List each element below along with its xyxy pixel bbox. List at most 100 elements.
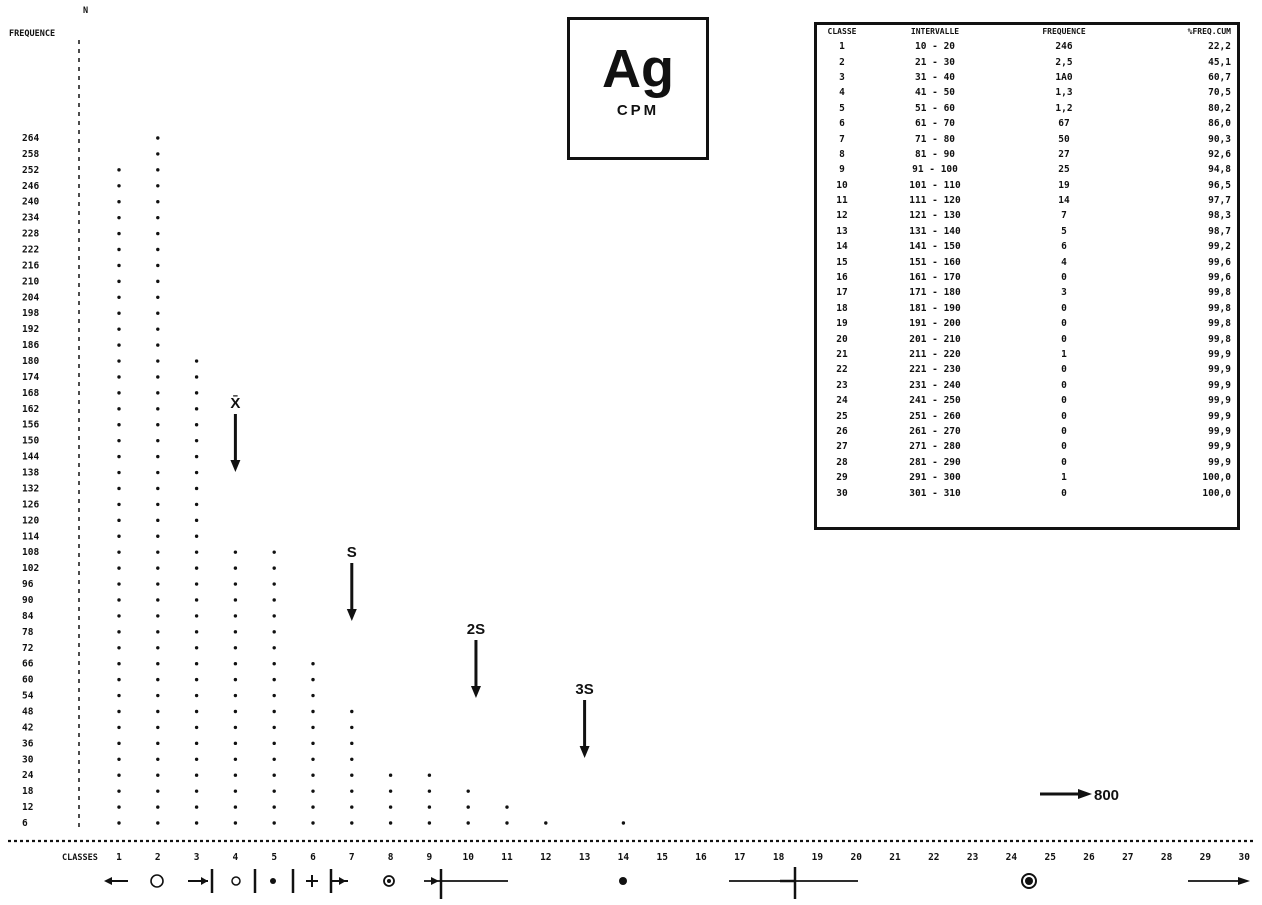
data-dot bbox=[156, 805, 160, 809]
dot-column bbox=[117, 168, 121, 825]
table-row: 12 121 - 130 7 98,3 bbox=[819, 208, 1233, 223]
x-tick-label: 4 bbox=[233, 852, 239, 863]
x-tick-label: 2 bbox=[155, 852, 161, 863]
cell-classe: 20 bbox=[836, 333, 848, 345]
y-tick-label: 24 bbox=[22, 770, 34, 781]
y-tick-label: 132 bbox=[22, 483, 39, 494]
data-dot bbox=[311, 725, 315, 730]
cell-freq-cum: 80,2 bbox=[1208, 102, 1231, 114]
data-dot bbox=[194, 454, 199, 459]
data-dot bbox=[272, 582, 276, 586]
data-dot bbox=[194, 598, 199, 602]
y-tick-label: 240 bbox=[22, 197, 39, 208]
y-tick-label: 84 bbox=[22, 611, 34, 622]
cell-intervalle: 131 - 140 bbox=[909, 225, 961, 237]
data-dot bbox=[117, 693, 121, 698]
dot-column bbox=[233, 550, 238, 825]
y-tick-label: 108 bbox=[22, 547, 39, 558]
cell-frequence: 5 bbox=[1061, 225, 1067, 237]
y-tick-label: 162 bbox=[22, 404, 39, 415]
cell-frequence: 50 bbox=[1058, 133, 1070, 145]
data-dot bbox=[156, 646, 160, 650]
data-dot bbox=[117, 661, 121, 666]
cell-classe: 19 bbox=[836, 318, 848, 330]
data-dot bbox=[117, 391, 121, 395]
data-dot bbox=[156, 343, 160, 347]
cell-intervalle: 281 - 290 bbox=[909, 456, 961, 468]
data-dot bbox=[311, 821, 315, 825]
data-dot bbox=[156, 821, 160, 825]
x-tick-label: 27 bbox=[1122, 852, 1133, 863]
cell-intervalle: 41 - 50 bbox=[914, 87, 956, 99]
cell-intervalle: 31 - 40 bbox=[914, 71, 956, 83]
data-dot bbox=[117, 359, 121, 363]
data-dot bbox=[427, 805, 432, 809]
table-row: 14 141 - 150 6 99,2 bbox=[819, 239, 1233, 254]
x-tick-label: 9 bbox=[427, 852, 433, 863]
data-dot bbox=[156, 534, 160, 538]
x-tick-labels: 1 2 3 4 5 6 7 8 9 10 11 12 13 14 15 16 17 18 19 20 21 22 23 24 2… bbox=[116, 852, 1250, 863]
down-arrow-icon bbox=[346, 609, 357, 621]
data-dot bbox=[117, 279, 121, 284]
overflow-label: 800 bbox=[1094, 787, 1119, 804]
data-dot bbox=[311, 773, 315, 777]
data-dot bbox=[156, 359, 160, 363]
data-dot bbox=[194, 709, 199, 714]
data-dot bbox=[194, 805, 199, 809]
cell-freq-cum: 99,9 bbox=[1208, 425, 1231, 437]
data-dot bbox=[156, 375, 160, 379]
data-dot bbox=[272, 661, 276, 666]
data-dot bbox=[233, 566, 238, 570]
cell-intervalle: 181 - 190 bbox=[909, 302, 961, 314]
cell-freq-cum: 99,9 bbox=[1208, 410, 1231, 422]
data-dot bbox=[156, 741, 160, 746]
cell-classe: 26 bbox=[836, 425, 848, 437]
y-tick-label: 150 bbox=[22, 436, 39, 447]
x-tick-label: 21 bbox=[889, 852, 901, 863]
table-row: 20 201 - 210 0 99,8 bbox=[819, 331, 1233, 346]
y-tick-label: 216 bbox=[22, 260, 39, 271]
x-tick-label: 14 bbox=[618, 852, 630, 863]
cell-frequence: 0 bbox=[1061, 364, 1067, 376]
cell-frequence: 0 bbox=[1061, 441, 1067, 453]
cell-intervalle: 101 - 110 bbox=[909, 179, 961, 191]
data-dot bbox=[117, 598, 121, 602]
marker-label: 2S bbox=[467, 621, 485, 638]
cell-freq-cum: 99,6 bbox=[1208, 256, 1231, 268]
cell-frequence: 0 bbox=[1061, 272, 1067, 284]
data-dot bbox=[233, 550, 238, 554]
data-dot bbox=[117, 343, 121, 347]
left-arrow-icon bbox=[104, 877, 128, 885]
data-dot bbox=[272, 614, 276, 618]
data-dot bbox=[117, 470, 121, 475]
table-row: 18 181 - 190 0 99,8 bbox=[819, 301, 1233, 316]
data-dot bbox=[117, 486, 121, 491]
y-tick-label: 6 bbox=[22, 818, 28, 829]
data-dot bbox=[466, 805, 470, 809]
cell-freq-cum: 22,2 bbox=[1208, 41, 1231, 53]
table-row: 16 161 - 170 0 99,6 bbox=[819, 270, 1233, 285]
data-dot bbox=[311, 741, 315, 746]
cell-intervalle: 111 - 120 bbox=[909, 195, 961, 207]
cell-frequence: 0 bbox=[1061, 410, 1067, 422]
x-tick-label: 11 bbox=[501, 852, 513, 863]
cell-classe: 11 bbox=[836, 195, 848, 207]
data-dot bbox=[350, 709, 354, 714]
y-tick-label: 204 bbox=[22, 292, 39, 303]
x-tick-label: 7 bbox=[349, 852, 355, 863]
data-dot bbox=[156, 550, 160, 554]
data-dot bbox=[272, 709, 276, 714]
cell-classe: 24 bbox=[836, 395, 848, 407]
data-dot bbox=[156, 391, 160, 395]
cell-classe: 3 bbox=[839, 71, 845, 83]
cell-freq-cum: 99,9 bbox=[1208, 395, 1231, 407]
data-dot bbox=[156, 502, 160, 507]
data-dot bbox=[427, 773, 432, 777]
data-dot bbox=[233, 630, 238, 634]
data-dot bbox=[388, 821, 393, 825]
cell-classe: 18 bbox=[836, 302, 848, 314]
cell-frequence: 1,2 bbox=[1055, 102, 1073, 114]
cell-freq-cum: 96,5 bbox=[1208, 179, 1231, 191]
data-dot bbox=[388, 773, 393, 777]
x-tick-label: 13 bbox=[579, 852, 591, 863]
